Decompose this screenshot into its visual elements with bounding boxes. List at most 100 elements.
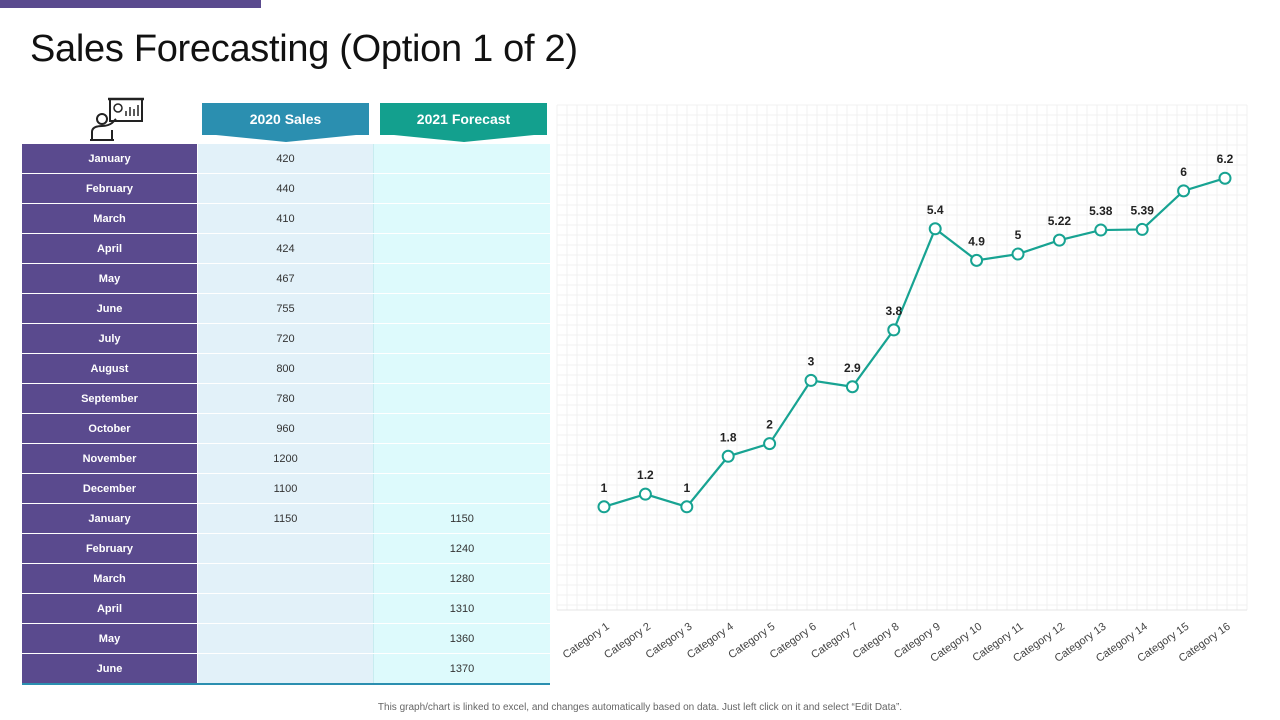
data-label: 5 [1015, 228, 1022, 242]
data-point[interactable] [804, 373, 818, 387]
line-chart[interactable]: 11.211.823 2.93.85.44.9 55.225.38 5.3966.2C… [552, 100, 1252, 690]
data-point[interactable] [638, 487, 652, 501]
forecast-2021-cell [373, 293, 550, 324]
presenter-chart-icon [88, 96, 148, 142]
data-point[interactable] [845, 380, 859, 394]
forecast-2021-cell [373, 443, 550, 474]
data-label: 1 [601, 481, 608, 495]
forecast-2021-cell [373, 203, 550, 234]
month-cell: June [22, 653, 198, 685]
forecast-2021-cell [373, 353, 550, 384]
forecast-2021-cell: 1370 [373, 653, 550, 685]
table-row: February 440 [22, 173, 550, 204]
table-row: October 960 [22, 413, 550, 444]
data-point[interactable] [721, 449, 735, 463]
sales-2020-cell [197, 563, 374, 594]
sales-2020-cell: 420 [197, 144, 374, 174]
data-label: 2.9 [844, 361, 861, 375]
data-point[interactable] [763, 437, 777, 451]
accent-bar [0, 0, 261, 8]
data-point[interactable] [1094, 223, 1108, 237]
sales-2020-cell [197, 593, 374, 624]
table-row: January 420 [22, 144, 550, 174]
forecast-2021-cell [373, 233, 550, 264]
sales-2020-cell: 800 [197, 353, 374, 384]
table-row: March 410 [22, 203, 550, 234]
forecast-2021-cell: 1280 [373, 563, 550, 594]
forecast-2021-cell: 1360 [373, 623, 550, 654]
sales-2020-cell: 1100 [197, 473, 374, 504]
column-header-2020-sales: 2020 Sales [202, 103, 369, 142]
table-row: May 467 [22, 263, 550, 294]
month-cell: May [22, 263, 198, 294]
table-row: July 720 [22, 323, 550, 354]
table-row: June 755 [22, 293, 550, 324]
forecast-2021-cell [373, 144, 550, 174]
forecast-2021-cell [373, 413, 550, 444]
month-cell: January [22, 503, 198, 534]
data-point[interactable] [970, 253, 984, 267]
data-label: 1.8 [720, 430, 737, 444]
series-line [603, 177, 1226, 509]
data-label: 5.39 [1131, 203, 1155, 217]
sales-2020-cell: 780 [197, 383, 374, 414]
sales-2020-cell: 410 [197, 203, 374, 234]
data-point[interactable] [887, 323, 901, 337]
data-label: 1 [683, 481, 690, 495]
data-point[interactable] [680, 500, 694, 514]
table-row: November 1200 [22, 443, 550, 474]
sales-table: January 420 February 440 March 410 April 424 May… [22, 144, 550, 685]
data-label: 6.2 [1217, 152, 1234, 166]
data-point[interactable] [1218, 171, 1232, 185]
forecast-2021-cell [373, 383, 550, 414]
data-point[interactable] [1052, 233, 1066, 247]
month-cell: December [22, 473, 198, 504]
data-label: 1.2 [637, 468, 654, 482]
table-row: January 1150 1150 [22, 503, 550, 534]
forecast-2021-cell [373, 473, 550, 504]
month-cell: January [22, 144, 198, 174]
data-point[interactable] [1177, 184, 1191, 198]
sales-2020-cell: 720 [197, 323, 374, 354]
table-row: August 800 [22, 353, 550, 384]
month-cell: October [22, 413, 198, 444]
sales-2020-cell [197, 653, 374, 685]
month-cell: August [22, 353, 198, 384]
table-row: December 1100 [22, 473, 550, 504]
month-cell: April [22, 593, 198, 624]
forecast-2021-cell: 1310 [373, 593, 550, 624]
table-row: March 1280 [22, 563, 550, 594]
data-point[interactable] [928, 222, 942, 236]
data-label: 6 [1180, 165, 1187, 179]
month-cell: September [22, 383, 198, 414]
sales-2020-cell [197, 623, 374, 654]
data-point[interactable] [1135, 222, 1149, 236]
month-cell: July [22, 323, 198, 354]
table-row: May 1360 [22, 623, 550, 654]
table-row: September 780 [22, 383, 550, 414]
sales-2020-cell: 424 [197, 233, 374, 264]
forecast-2021-cell [373, 323, 550, 354]
forecast-2021-cell [373, 263, 550, 294]
month-cell: February [22, 533, 198, 564]
footnote: This graph/chart is linked to excel, and… [377, 702, 903, 713]
month-cell: June [22, 293, 198, 324]
month-cell: March [22, 563, 198, 594]
column-header-2021-forecast: 2021 Forecast [380, 103, 547, 142]
data-label: 4.9 [968, 234, 985, 248]
chart-grid [556, 104, 1248, 610]
table-row: June 1370 [22, 653, 550, 685]
forecast-2021-cell: 1240 [373, 533, 550, 564]
data-point[interactable] [597, 500, 611, 514]
sales-2020-cell: 467 [197, 263, 374, 294]
page-title: Sales Forecasting (Option 1 of 2) [30, 28, 578, 70]
data-label: 5.22 [1048, 214, 1072, 228]
month-cell: April [22, 233, 198, 264]
data-label: 3.8 [885, 304, 902, 318]
data-point[interactable] [1011, 247, 1025, 261]
data-label: 5.4 [927, 203, 944, 217]
forecast-2021-cell: 1150 [373, 503, 550, 534]
sales-2020-cell [197, 533, 374, 564]
month-cell: May [22, 623, 198, 654]
month-cell: February [22, 173, 198, 204]
